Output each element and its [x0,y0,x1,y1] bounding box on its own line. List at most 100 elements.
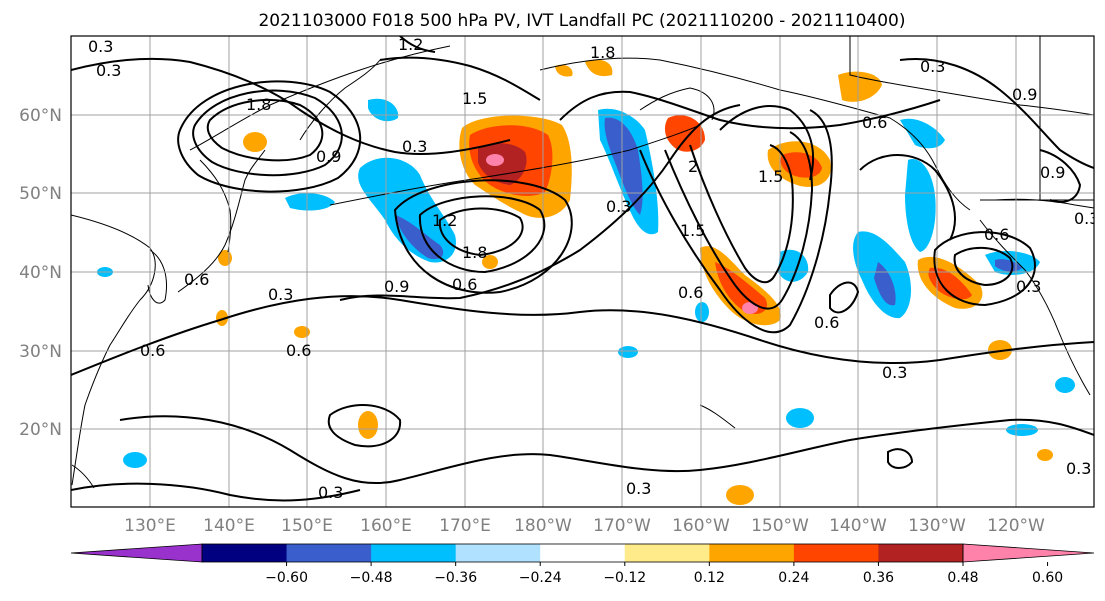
contour-label: 0.3 [96,61,121,80]
shade-positive-sub2 [988,340,1012,360]
colorbar-extend-high [962,543,1095,563]
coast-okhotsk [199,159,232,253]
contour-closed-south [327,404,402,448]
shade-negative-170w-inner [604,117,643,215]
lon-label: 160°E [360,516,412,536]
shade-negative-alaska-2 [900,118,945,149]
contour-label: 0.6 [862,113,887,132]
shade-negative-168e [368,98,399,122]
contour-cutoff-inner [438,207,524,257]
colorbar-tick-label: −0.24 [519,570,562,586]
shade-positive-sub5 [294,326,310,338]
contour-label: 0.3 [626,479,651,498]
colorbar-tick-label: 0.36 [863,570,894,586]
contour-subtropic [71,295,1094,376]
contour-label: 0.9 [1040,163,1065,182]
colorbar-tick-label: −0.12 [603,570,646,586]
contour-0.3-low [71,482,361,502]
shade-negative-sub5 [1055,377,1075,393]
contour-label: 0.9 [316,147,341,166]
shade-positive-132w-inner [928,267,972,300]
lat-label: 60°N [19,106,62,126]
shade-negative-alaska [905,159,936,252]
contour-label: 0.3 [920,57,945,76]
map-content: 0.3 0.3 1.2 1.8 1.8 0.9 1.5 0.3 0.6 0.3 … [71,35,1099,507]
lon-label: 150°E [281,516,333,536]
contour-cutoff-mid [418,195,546,274]
contour-label: 1.8 [590,43,615,62]
shade-positive-sub4 [726,485,754,505]
colorbar-tick-label: −0.36 [434,570,477,586]
shade-positive-sub1 [358,411,378,439]
colorbar: −0.60 −0.48 −0.36 −0.24 −0.12 0.12 0.24 0.36 0.4… [70,543,1095,586]
coast-alaska-west [639,87,715,121]
colorbar-box [540,544,626,562]
shade-positive-177e [482,255,498,269]
lat-labels: 60°N 50°N 40°N 30°N 20°N [19,106,62,440]
contour-closed-east [887,448,914,469]
contour-label: 0.3 [1066,459,1091,478]
contour-label: 0.3 [268,285,293,304]
contour-northeast-2 [1039,149,1082,203]
lon-label: 170°W [593,516,651,536]
contour-0.9-low1 [177,80,362,193]
coast-namerica [979,219,1091,396]
contour-label: 0.9 [384,277,409,296]
contour-label: 1.5 [758,167,783,186]
coast-northern [849,36,1094,116]
contour-1.2-low1 [192,89,343,177]
shade-positive-145e [243,132,267,152]
coast-asia [71,214,156,486]
colorbar-box [202,544,288,562]
contour-east-low-inner [953,246,1014,287]
shade-positive-155w-max [742,302,758,314]
contour-label: 0.3 [1074,209,1099,228]
shade-negative-sub1 [123,452,147,468]
coast-hawaii [699,404,736,429]
colorbar-tick-label: 0.60 [1032,570,1063,586]
lon-labels: 130°E 140°E 150°E 160°E 170°E 180°W 170°… [124,516,1045,536]
coast-alaska [539,57,971,211]
map-title: 2021103000 F018 500 hPa PV, IVT Landfall… [258,11,905,31]
contour-label: 0.6 [286,341,311,360]
shade-negative-sub4 [1006,424,1038,436]
shade-negative-138w-inner [874,262,896,306]
contour-label: 2 [688,157,698,176]
contour-1.8-north [379,56,541,101]
contour-0.6-band [339,104,741,301]
contour-closed-mid [829,281,860,314]
lon-label: 130°W [908,516,966,536]
contour-alaska-ridge [559,90,941,130]
contour-labels: 0.3 0.3 1.2 1.8 1.8 0.9 1.5 0.3 0.6 0.3 … [88,35,1099,502]
colorbar-tick-label: −0.48 [350,570,393,586]
contour-1.8-low1 [206,99,324,162]
colorbar-tick-label: −0.60 [265,570,308,586]
contour-label: 0.6 [452,275,477,294]
lon-label: 180°W [514,516,572,536]
contour-label: 0.6 [140,341,165,360]
colorbar-tick-label: 0.48 [947,570,978,586]
colorbar-box [286,544,372,562]
contour-label: 0.3 [402,137,427,156]
shade-negative-sub3 [786,408,814,428]
coast-aleutians [329,124,701,206]
lon-label: 120°W [987,516,1045,536]
contour-cutoff-outer [393,179,573,294]
shade-negative-sub2 [618,346,638,358]
lon-label: 140°E [203,516,255,536]
contour-label: 1.8 [462,243,487,262]
shade-negative-160e [358,157,456,263]
colorbar-tick-label: 0.24 [778,570,809,586]
contour-label: 0.3 [88,37,113,56]
shade-positive-north-3 [555,64,573,77]
contour-south [119,415,1094,485]
lat-label: 20°N [19,420,62,440]
shade-positive-sub6 [216,310,228,326]
contour-label: 0.6 [814,313,839,332]
contour-label: 0.3 [882,363,907,382]
contour-trough-inner [689,144,794,284]
contour-trough-outer [639,109,833,334]
contour-label: 0.3 [606,197,631,216]
lon-label: 140°W [829,516,887,536]
contour-label: 1.2 [398,35,423,54]
